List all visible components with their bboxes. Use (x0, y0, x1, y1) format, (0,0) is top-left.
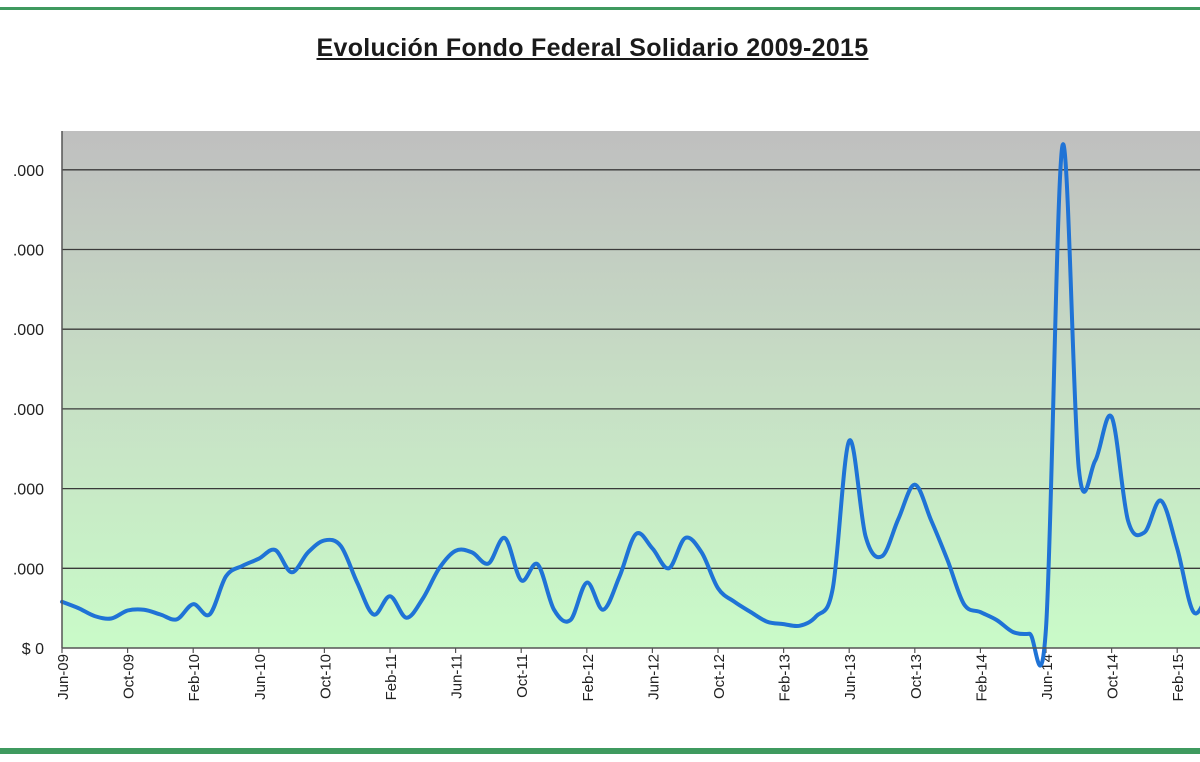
x-tick-label: Feb-15 (1170, 654, 1187, 702)
x-tick-label: Jun-09 (55, 654, 72, 700)
top-border (0, 7, 1200, 10)
bottom-border (0, 748, 1200, 754)
y-tick-label: .000 (13, 163, 44, 180)
x-tick-label: Feb-11 (383, 654, 400, 700)
x-tick-label: Jun-10 (252, 654, 269, 700)
x-tick-label: Jun-13 (842, 654, 859, 700)
y-tick-label: .000 (13, 482, 44, 499)
series-line (60, 142, 1200, 668)
x-tick-label: Feb-12 (580, 654, 597, 702)
x-tick-label: Feb-13 (777, 654, 794, 702)
x-tick-label: Jun-11 (449, 654, 466, 699)
y-tick-label: .000 (13, 402, 44, 419)
x-tick-label: Feb-10 (186, 654, 203, 702)
y-tick-label: .000 (13, 561, 44, 578)
x-tick-label: Oct-12 (711, 654, 728, 699)
y-tick-label: .000 (13, 243, 44, 260)
x-tick-label: Jun-12 (645, 654, 662, 700)
chart-title: Evolución Fondo Federal Solidario 2009-2… (316, 34, 869, 62)
y-tick-label: $ 0 (22, 641, 44, 658)
x-tick-label: Feb-14 (973, 654, 990, 702)
x-tick-label: Oct-14 (1105, 654, 1122, 699)
x-tick-label: Jun-14 (1039, 654, 1056, 700)
y-tick-label: .000 (13, 322, 44, 339)
x-tick-label: Oct-09 (121, 654, 138, 699)
x-tick-label: Oct-10 (317, 654, 334, 699)
x-tick-label: Oct-13 (908, 654, 925, 699)
x-tick-label: Oct-11 (514, 654, 531, 698)
